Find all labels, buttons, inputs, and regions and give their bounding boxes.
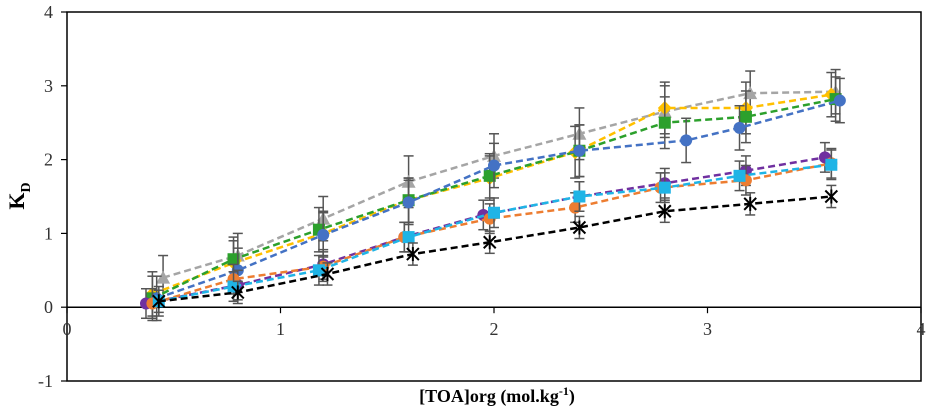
series-layer xyxy=(139,68,846,322)
data-point xyxy=(572,220,587,235)
x-axis-title-tail: ) xyxy=(569,386,575,407)
y-axis-title-sub: D xyxy=(19,182,34,192)
y-axis-title: KD xyxy=(4,182,34,209)
data-point xyxy=(573,144,586,157)
x-axis-title-main: [TOA]org (mol.kg xyxy=(419,386,559,407)
ticks-layer: 0 1 2 3 4 -1 0 1 2 3 4 xyxy=(38,2,926,391)
data-point xyxy=(825,158,838,171)
data-point xyxy=(733,169,746,182)
data-point xyxy=(573,190,586,203)
data-point xyxy=(402,196,415,209)
data-point xyxy=(824,189,839,204)
series-line xyxy=(152,162,832,305)
data-point xyxy=(743,86,758,100)
series-line xyxy=(145,156,826,305)
data-point xyxy=(483,235,497,250)
y-tick-label: 2 xyxy=(44,150,53,170)
series-8 xyxy=(152,184,839,314)
x-axis-title-sup: -1 xyxy=(559,384,569,398)
plot-frame xyxy=(66,11,922,382)
data-point xyxy=(312,264,325,277)
data-point xyxy=(156,270,171,284)
x-tick-label: 2 xyxy=(490,319,499,339)
data-point xyxy=(833,94,846,107)
data-point xyxy=(488,159,500,172)
y-tick-label: 3 xyxy=(44,76,53,96)
data-point xyxy=(317,228,330,241)
x-tick-label: 0 xyxy=(63,319,72,339)
data-point xyxy=(658,204,672,219)
data-point xyxy=(227,280,240,293)
data-point xyxy=(743,196,757,211)
data-point xyxy=(488,206,500,219)
data-point xyxy=(733,121,746,134)
data-point xyxy=(658,116,671,129)
data-point xyxy=(680,134,693,147)
data-point xyxy=(231,285,245,300)
data-point xyxy=(402,231,415,244)
series-line xyxy=(158,163,832,303)
data-point xyxy=(320,266,335,281)
data-point xyxy=(483,169,496,182)
y-tick-label: 0 xyxy=(44,297,53,317)
x-axis-title: [TOA]org (mol.kg-1) xyxy=(419,384,575,407)
data-point xyxy=(406,247,420,262)
y-axis-title-main: K xyxy=(4,193,29,210)
data-point xyxy=(739,110,752,123)
x-tick-label: 3 xyxy=(703,319,712,339)
series-line xyxy=(151,97,836,300)
y-tick-label: 4 xyxy=(44,2,53,22)
series-2 xyxy=(145,71,839,317)
data-point xyxy=(152,294,166,309)
x-tick-label: 1 xyxy=(276,319,285,339)
x-tick-label: 4 xyxy=(917,319,926,339)
y-tick-label: 1 xyxy=(44,223,53,243)
y-tick-label: -1 xyxy=(38,371,53,391)
data-point xyxy=(658,181,671,194)
series-line xyxy=(156,99,841,300)
data-point xyxy=(227,253,240,266)
